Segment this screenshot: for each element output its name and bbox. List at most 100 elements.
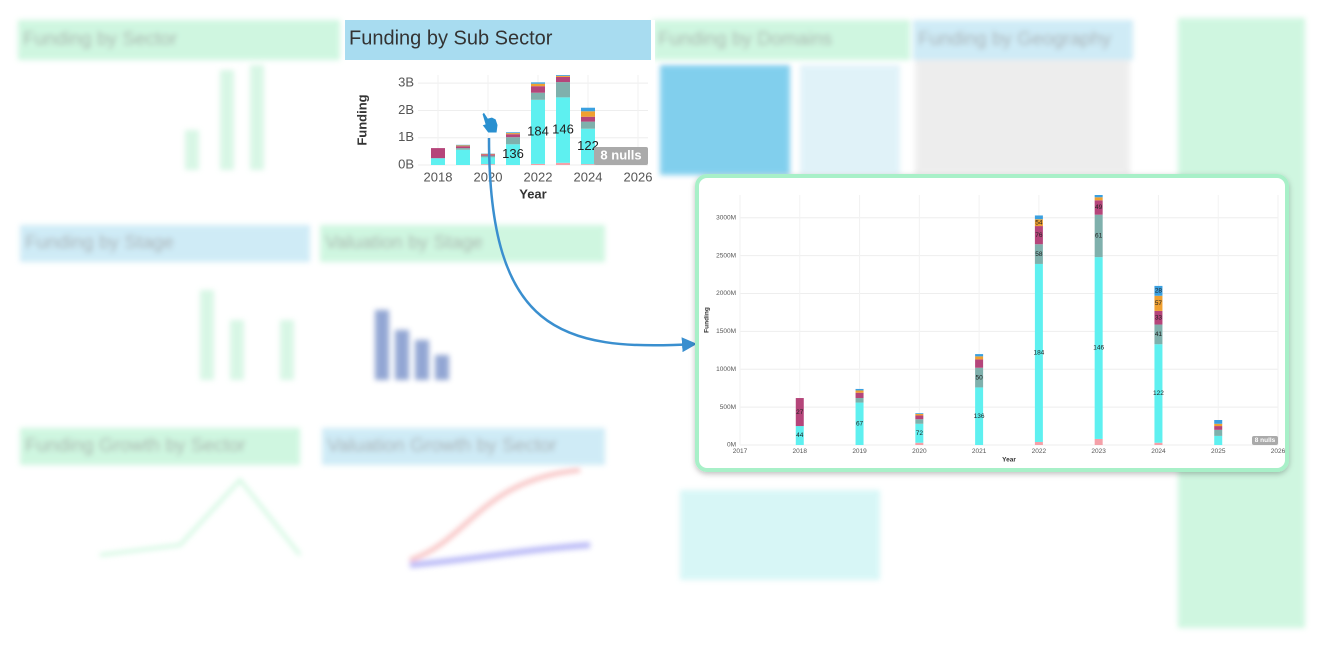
panel-title: Valuation Growth by Sector xyxy=(327,436,558,457)
bar-segment xyxy=(1094,197,1103,201)
bar-segment xyxy=(1154,295,1163,311)
bar-segment xyxy=(531,83,545,87)
x-tick-label: 2018 xyxy=(793,448,808,455)
segment-label: 67 xyxy=(856,421,864,428)
panel-header xyxy=(345,20,651,60)
bar-segment xyxy=(1094,214,1103,258)
y-tick-label: 3000M xyxy=(716,214,736,221)
bar-segment xyxy=(456,145,470,147)
x-tick-label: 2026 xyxy=(624,169,653,184)
bar-segment xyxy=(915,415,924,420)
segment-label: 146 xyxy=(1093,345,1104,352)
bar-segment xyxy=(795,426,804,445)
panel-header xyxy=(322,428,605,465)
bar-segment xyxy=(1094,438,1103,445)
bar-segment xyxy=(1214,426,1223,430)
segment-label: 44 xyxy=(796,432,804,439)
y-axis-title: Funding xyxy=(704,307,711,333)
segment-label: 136 xyxy=(502,146,524,161)
panel-title: Funding by Sector xyxy=(23,29,178,50)
bar-segment xyxy=(915,419,924,424)
zoom-arrow xyxy=(487,137,697,353)
y-tick-label: 1000M xyxy=(716,366,736,373)
zoom-popup xyxy=(695,174,1289,472)
segment-label: 184 xyxy=(527,123,549,138)
blurred-dashboard: Funding by Sector Funding by Domains Fundi… xyxy=(18,18,1305,628)
bar-segment xyxy=(581,116,595,122)
segment-label: 184 xyxy=(1033,350,1044,357)
segment-label: 76 xyxy=(1035,232,1043,239)
bar-segment xyxy=(1214,423,1223,427)
x-tick-label: 2021 xyxy=(972,448,987,455)
bar-segment xyxy=(506,137,520,145)
bar-segment xyxy=(556,75,570,76)
bar-segment xyxy=(975,367,984,388)
bar-segment xyxy=(915,413,924,414)
bar-segment xyxy=(581,164,595,165)
bar-segment xyxy=(1154,285,1163,296)
bar-segment xyxy=(506,144,520,165)
bar-segment xyxy=(1034,244,1043,264)
panel-title: Funding by Domains xyxy=(658,29,832,50)
bar-segment xyxy=(855,390,864,393)
bar-segment xyxy=(531,163,545,165)
bar-segment xyxy=(915,423,924,443)
y-tick-label: 0B xyxy=(398,156,414,171)
bar-segment xyxy=(915,442,924,445)
x-axis-title: Year xyxy=(519,186,546,201)
x-tick-label: 2017 xyxy=(733,448,748,455)
sub-sector-chart: 0B 1B 2B 3B 2018 2020 2022 2024 2026 Year Funding 1… xyxy=(345,20,652,201)
bar-segment xyxy=(531,92,545,100)
x-tick-label: 2019 xyxy=(852,448,867,455)
bar-segment xyxy=(506,132,520,134)
segment-label: 72 xyxy=(916,430,924,437)
zoomed-chart: 0M 500M 1000M 1500M 2000M 2500M 3000M 2017 2018 2… xyxy=(704,195,1286,464)
y-tick-label: 1500M xyxy=(716,328,736,335)
bar-segment xyxy=(456,144,470,146)
bar-segment xyxy=(1034,263,1043,442)
y-tick-label: 2000M xyxy=(716,290,736,297)
bar-segment xyxy=(431,148,445,159)
bar-segment xyxy=(1154,344,1163,443)
bar-segment xyxy=(855,388,864,391)
y-tick-label: 3B xyxy=(398,75,414,90)
nulls-badge xyxy=(1252,436,1278,445)
segment-label: 33 xyxy=(1155,314,1163,321)
bar-segment xyxy=(1094,195,1103,198)
x-tick-label: 2022 xyxy=(1032,448,1047,455)
bar-segment xyxy=(556,162,570,165)
segment-label: 28 xyxy=(1155,288,1163,295)
nulls-badge-text: 8 nulls xyxy=(600,147,641,162)
x-tick-label: 2020 xyxy=(474,169,503,184)
treemap-block xyxy=(800,65,900,175)
bar-segment xyxy=(1034,441,1043,445)
bar-segment xyxy=(581,128,595,165)
bar-segment xyxy=(855,398,864,403)
bar-segment xyxy=(1154,310,1163,325)
bar-segment xyxy=(481,157,495,165)
bar-segment xyxy=(1034,215,1043,220)
bar-segment xyxy=(1034,226,1043,245)
x-tick-label: 2018 xyxy=(424,169,453,184)
bar-segment xyxy=(855,392,864,399)
x-tick-label: 2026 xyxy=(1271,448,1286,455)
bar-segment xyxy=(431,158,445,165)
pointer-icon xyxy=(481,111,499,134)
x-tick-label: 2024 xyxy=(1151,448,1166,455)
bar-segment xyxy=(581,121,595,129)
segment-label: 57 xyxy=(1155,300,1163,307)
bar-segment xyxy=(481,164,495,165)
panel-title: Funding by Stage xyxy=(25,233,174,254)
bar-segment xyxy=(556,76,570,83)
nulls-badge-text: 8 nulls xyxy=(1255,437,1276,444)
bar-segment xyxy=(456,148,470,150)
segment-label: 41 xyxy=(1155,331,1163,338)
bar-segment xyxy=(556,75,570,77)
bar-segment xyxy=(1094,200,1103,215)
bar-segment xyxy=(531,86,545,93)
x-tick-label: 2020 xyxy=(912,448,927,455)
bar-segment xyxy=(975,359,984,368)
panel-title: Funding by Sub Sector xyxy=(349,27,553,49)
bar-segment xyxy=(506,134,520,138)
